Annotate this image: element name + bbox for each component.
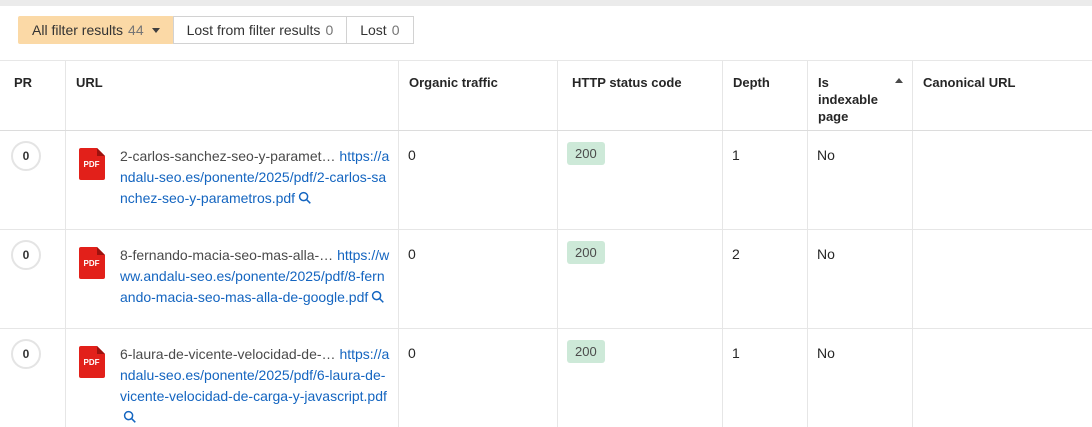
tab-count: 0 — [391, 22, 400, 38]
http-status-cell: 200 — [557, 230, 722, 328]
sort-ascending-icon — [895, 78, 903, 83]
canonical-url-cell — [912, 131, 1092, 229]
tab-label: Lost from filter results — [186, 22, 321, 38]
tab-label: All filter results — [32, 22, 124, 38]
url-cell: PDF 6-laura-de-vicente-velocidad-de-… ht… — [65, 329, 398, 427]
page-url-link[interactable]: https://andalu-seo.es/ponente/2025/pdf/2… — [120, 148, 390, 206]
page-title: 8-fernando-macia-seo-mas-alla-… — [120, 247, 334, 263]
http-status-cell: 200 — [557, 131, 722, 229]
filter-tabs: All filter results 44 Lost from filter r… — [18, 16, 1092, 44]
tab-all-filter-results[interactable]: All filter results 44 — [18, 16, 174, 44]
column-header-url[interactable]: URL — [65, 61, 398, 130]
column-header-is-indexable-page[interactable]: Is indexable page — [807, 61, 912, 130]
page-url-link[interactable]: https://www.andalu-seo.es/ponente/2025/p… — [120, 247, 390, 305]
page-title: 6-laura-de-vicente-velocidad-de-… — [120, 346, 336, 362]
pdf-file-icon: PDF — [79, 247, 105, 279]
column-header-depth[interactable]: Depth — [722, 61, 807, 130]
page-url-link[interactable]: https://andalu-seo.es/ponente/2025/pdf/6… — [120, 346, 389, 425]
pr-badge: 0 — [11, 240, 41, 270]
http-status-cell: 200 — [557, 329, 722, 427]
organic-traffic-cell: 0 — [398, 230, 557, 328]
pdf-file-icon: PDF — [79, 148, 105, 180]
is-indexable-cell: No — [807, 131, 912, 229]
pr-badge: 0 — [11, 339, 41, 369]
is-indexable-cell: No — [807, 230, 912, 328]
pr-cell: 0 — [0, 131, 65, 229]
column-header-label: Is indexable page — [818, 75, 878, 124]
table-row: 0 PDF 8-fernando-macia-seo-mas-alla-… ht… — [0, 230, 1092, 329]
pr-cell: 0 — [0, 329, 65, 427]
depth-cell: 2 — [722, 230, 807, 328]
tab-lost-from-filter-results[interactable]: Lost from filter results 0 — [172, 16, 348, 44]
caret-down-icon — [151, 27, 160, 33]
status-code-badge: 200 — [567, 142, 605, 165]
pr-badge: 0 — [11, 141, 41, 171]
url-cell: PDF 8-fernando-macia-seo-mas-alla-… http… — [65, 230, 398, 328]
tab-count: 0 — [325, 22, 334, 38]
status-code-badge: 200 — [567, 241, 605, 264]
status-code-badge: 200 — [567, 340, 605, 363]
page-title: 2-carlos-sanchez-seo-y-paramet… — [120, 148, 336, 164]
column-header-organic-traffic[interactable]: Organic traffic — [398, 61, 557, 130]
tab-label: Lost — [360, 22, 387, 38]
column-header-pr[interactable]: PR — [14, 75, 33, 90]
magnifier-icon[interactable] — [371, 290, 385, 304]
table-row: 0 PDF 2-carlos-sanchez-seo-y-paramet… ht… — [0, 131, 1092, 230]
column-header-http-status-code[interactable]: HTTP status code — [557, 61, 722, 130]
pdf-file-icon: PDF — [79, 346, 105, 378]
canonical-url-cell — [912, 329, 1092, 427]
results-table: PR URL Organic traffic HTTP status code … — [0, 60, 1092, 427]
pr-cell: 0 — [0, 230, 65, 328]
canonical-url-cell — [912, 230, 1092, 328]
magnifier-icon[interactable] — [123, 410, 137, 424]
magnifier-icon[interactable] — [298, 191, 312, 205]
depth-cell: 1 — [722, 131, 807, 229]
top-divider — [0, 0, 1092, 6]
column-header-canonical-url[interactable]: Canonical URL — [912, 61, 1092, 130]
url-cell: PDF 2-carlos-sanchez-seo-y-paramet… http… — [65, 131, 398, 229]
organic-traffic-cell: 0 — [398, 131, 557, 229]
tab-lost[interactable]: Lost 0 — [346, 16, 414, 44]
depth-cell: 1 — [722, 329, 807, 427]
table-row: 0 PDF 6-laura-de-vicente-velocidad-de-… … — [0, 329, 1092, 427]
table-header-row: PR URL Organic traffic HTTP status code … — [0, 61, 1092, 131]
organic-traffic-cell: 0 — [398, 329, 557, 427]
tab-count: 44 — [128, 22, 144, 38]
is-indexable-cell: No — [807, 329, 912, 427]
